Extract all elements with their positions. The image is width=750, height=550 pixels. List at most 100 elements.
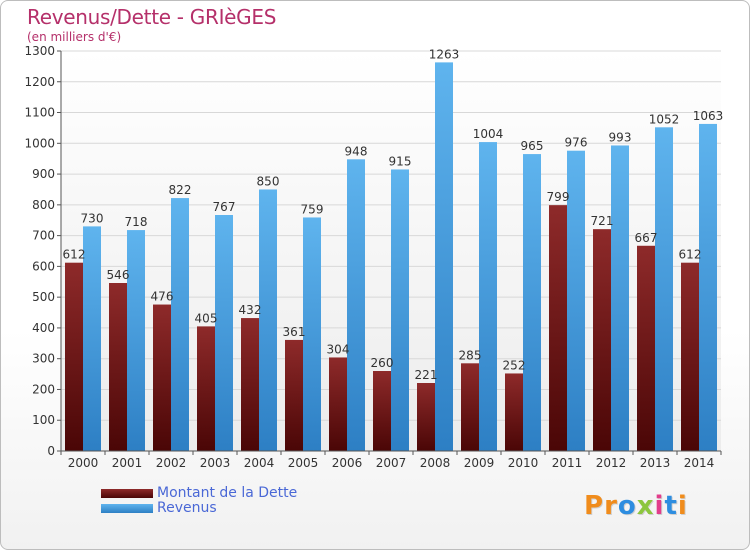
data-label-dette: 612 xyxy=(679,248,702,262)
logo-letter: t xyxy=(664,491,678,521)
data-label-dette: 546 xyxy=(107,268,130,282)
data-label-dette: 252 xyxy=(503,358,526,372)
bar-dette-2000 xyxy=(65,262,83,451)
bar-revenus-2006 xyxy=(347,159,365,452)
y-tick-label: 700 xyxy=(32,229,55,243)
legend-item-revenus: Revenus xyxy=(101,501,297,516)
y-tick-label: 1100 xyxy=(24,106,55,120)
y-tick-label: 200 xyxy=(32,382,55,396)
bar-revenus-2001 xyxy=(127,230,145,451)
x-tick-label: 2013 xyxy=(640,456,671,470)
bar-dette-2008 xyxy=(417,383,435,451)
legend-item-debt: Montant de la Dette xyxy=(101,486,297,501)
data-label-revenus: 965 xyxy=(521,139,544,153)
data-label-dette: 476 xyxy=(151,290,174,304)
bar-revenus-2008 xyxy=(435,62,453,452)
bar-revenus-2004 xyxy=(259,189,277,451)
bar-dette-2002 xyxy=(153,304,171,451)
x-tick-label: 2010 xyxy=(508,456,539,470)
bar-dette-2007 xyxy=(373,371,391,451)
y-tick-label: 600 xyxy=(32,259,55,273)
bar-revenus-2012 xyxy=(611,145,629,451)
bar-revenus-2002 xyxy=(171,198,189,451)
bar-revenus-2010 xyxy=(523,154,541,452)
data-label-dette: 405 xyxy=(195,311,218,325)
x-tick-label: 2007 xyxy=(376,456,407,470)
y-tick-label: 1300 xyxy=(24,44,55,58)
y-tick-label: 1000 xyxy=(24,136,55,150)
bar-dette-2012 xyxy=(593,229,611,451)
x-tick-label: 2011 xyxy=(552,456,583,470)
data-label-dette: 799 xyxy=(547,190,570,204)
data-label-revenus: 730 xyxy=(81,211,104,225)
proxiti-logo: Proxiti xyxy=(584,491,688,521)
bar-dette-2001 xyxy=(109,283,127,451)
x-tick-label: 2001 xyxy=(112,456,143,470)
legend-swatch-revenus xyxy=(101,504,153,513)
data-label-dette: 285 xyxy=(459,348,482,362)
x-tick-label: 2006 xyxy=(332,456,363,470)
data-label-dette: 221 xyxy=(415,368,438,382)
data-label-revenus: 915 xyxy=(389,154,412,168)
bar-revenus-2014 xyxy=(699,123,717,451)
logo-letter: r xyxy=(604,491,618,521)
data-label-revenus: 822 xyxy=(169,183,192,197)
chart-subtitle: (en milliers d'€) xyxy=(27,30,122,44)
x-tick-label: 2012 xyxy=(596,456,627,470)
data-label-revenus: 993 xyxy=(609,130,632,144)
bar-dette-2013 xyxy=(637,245,655,451)
data-label-dette: 361 xyxy=(283,325,306,339)
logo-letter: i xyxy=(654,491,665,521)
legend-label-revenus: Revenus xyxy=(157,500,217,516)
bar-dette-2014 xyxy=(681,262,699,451)
bar-dette-2005 xyxy=(285,339,303,451)
data-label-revenus: 718 xyxy=(125,215,148,229)
bar-revenus-2000 xyxy=(83,226,101,451)
x-tick-label: 2002 xyxy=(156,456,187,470)
data-label-dette: 667 xyxy=(635,231,658,245)
bar-dette-2003 xyxy=(197,326,215,451)
y-tick-label: 900 xyxy=(32,167,55,181)
data-label-dette: 260 xyxy=(371,356,394,370)
y-tick-label: 300 xyxy=(32,352,55,366)
y-tick-label: 0 xyxy=(47,444,55,458)
bar-revenus-2003 xyxy=(215,215,233,451)
legend-label-debt: Montant de la Dette xyxy=(157,485,298,501)
data-label-revenus: 1004 xyxy=(473,127,504,141)
y-tick-label: 100 xyxy=(32,413,55,427)
bar-dette-2006 xyxy=(329,357,347,451)
data-label-revenus: 767 xyxy=(213,200,236,214)
x-tick-label: 2008 xyxy=(420,456,451,470)
chart-title: Revenus/Dette - GRIèGES xyxy=(27,5,277,29)
data-label-dette: 612 xyxy=(63,248,86,262)
x-tick-label: 2005 xyxy=(288,456,319,470)
bar-dette-2009 xyxy=(461,363,479,451)
data-label-revenus: 1052 xyxy=(649,112,680,126)
logo-letter: x xyxy=(636,491,655,521)
bar-revenus-2009 xyxy=(479,142,497,452)
legend-swatch-debt xyxy=(101,489,153,498)
bar-dette-2010 xyxy=(505,373,523,451)
x-tick-label: 2004 xyxy=(244,456,275,470)
bar-revenus-2007 xyxy=(391,169,409,451)
logo-letter: o xyxy=(617,491,637,521)
x-tick-label: 2000 xyxy=(68,456,99,470)
y-tick-label: 1200 xyxy=(24,75,55,89)
y-tick-label: 400 xyxy=(32,321,55,335)
data-label-revenus: 976 xyxy=(565,136,588,150)
logo-letter: P xyxy=(584,491,605,521)
data-label-dette: 304 xyxy=(327,342,350,356)
x-tick-label: 2003 xyxy=(200,456,231,470)
data-label-revenus: 1263 xyxy=(429,47,460,61)
data-label-dette: 721 xyxy=(591,214,614,228)
bar-revenus-2013 xyxy=(655,127,673,452)
legend: Montant de la Dette Revenus xyxy=(101,486,297,516)
data-label-revenus: 850 xyxy=(257,174,280,188)
data-label-revenus: 1063 xyxy=(693,109,724,123)
x-tick-label: 2014 xyxy=(684,456,715,470)
data-label-revenus: 759 xyxy=(301,202,324,216)
logo-letter: i xyxy=(677,491,688,521)
bar-revenus-2011 xyxy=(567,150,585,451)
